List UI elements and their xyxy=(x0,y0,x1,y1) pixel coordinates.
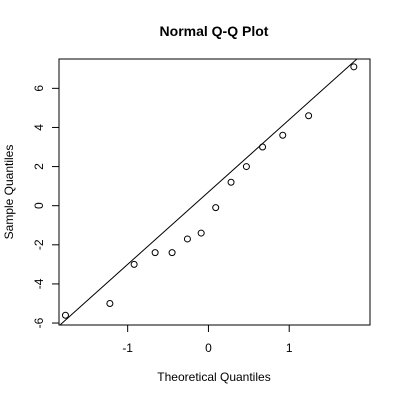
x-axis-label: Theoretical Quantiles xyxy=(157,370,270,384)
data-point xyxy=(305,112,313,120)
data-point xyxy=(151,249,159,257)
data-point xyxy=(183,235,191,243)
data-point xyxy=(130,260,138,268)
x-tick-label: -1 xyxy=(122,341,133,355)
x-tick-label: 0 xyxy=(205,341,212,355)
data-point xyxy=(106,299,114,307)
data-point xyxy=(259,143,267,151)
data-point xyxy=(212,204,220,212)
x-axis: -1 0 1 xyxy=(122,324,293,355)
plot-frame xyxy=(58,58,371,326)
data-point xyxy=(242,163,250,171)
y-tick-label: -2 xyxy=(32,239,46,250)
data-point xyxy=(279,131,287,139)
y-tick-label: 2 xyxy=(32,163,46,170)
data-point xyxy=(227,178,235,186)
y-axis: -6 -4 -2 0 2 4 6 xyxy=(32,85,60,328)
y-tick-label: 4 xyxy=(32,124,46,131)
data-point xyxy=(350,63,358,71)
y-tick-label: -6 xyxy=(32,317,46,328)
data-point xyxy=(197,229,205,237)
y-tick-label: -4 xyxy=(32,278,46,289)
y-tick-label: 0 xyxy=(32,202,46,209)
y-axis-label: Sample Quantiles xyxy=(2,145,16,240)
y-tick-label: 6 xyxy=(32,85,46,92)
chart-title: Normal Q-Q Plot xyxy=(160,23,269,39)
data-point xyxy=(61,311,69,319)
data-point xyxy=(168,249,176,257)
x-tick-label: 1 xyxy=(286,341,293,355)
